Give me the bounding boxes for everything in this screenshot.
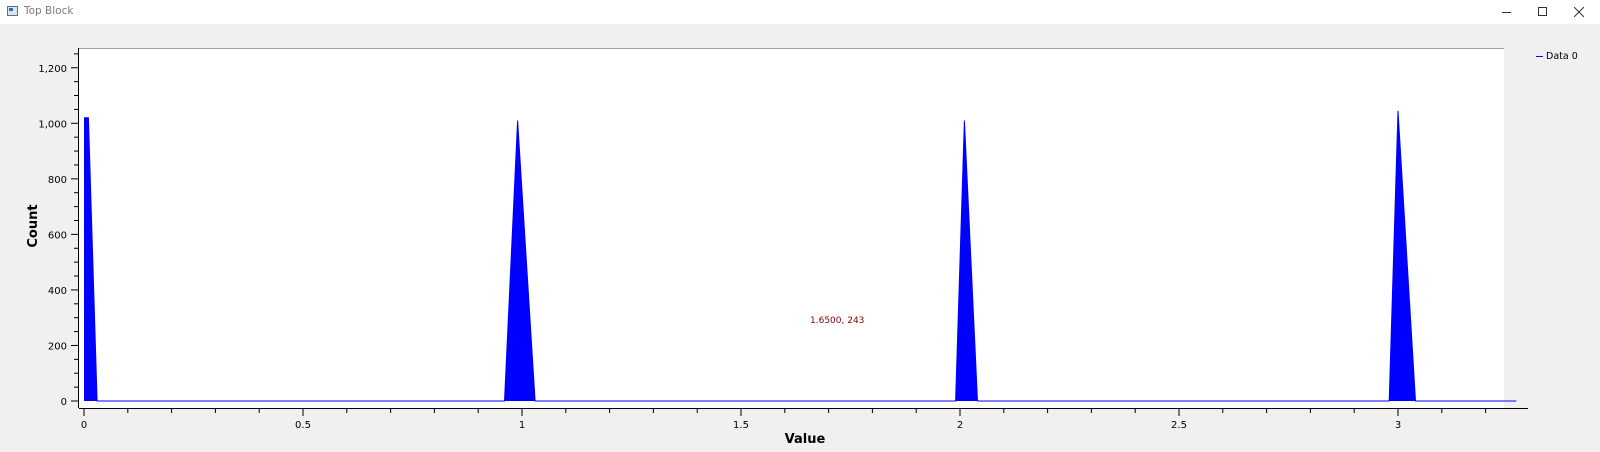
cursor-readout: 1.6500, 243 bbox=[810, 316, 865, 326]
y-tick-label: 800 bbox=[48, 175, 67, 186]
series-line-0 bbox=[84, 110, 1517, 402]
y-axis-label: Count bbox=[26, 204, 41, 247]
window-title: Top Block bbox=[24, 5, 74, 17]
x-tick-label: 0.5 bbox=[295, 420, 311, 431]
maximize-icon[interactable] bbox=[1520, 0, 1566, 24]
plot-area bbox=[79, 48, 1504, 408]
x-tick-label: 1 bbox=[519, 420, 525, 431]
y-tick-label: 200 bbox=[48, 341, 67, 352]
histogram-chart: 0 200 400 600 800 1,000 1,200 0 0.5 1 1.5 2 2.5 3 Val… bbox=[26, 48, 1528, 447]
y-tick-label: 400 bbox=[48, 286, 67, 297]
x-tick-label: 0 bbox=[81, 420, 87, 431]
x-tick-label: 1.5 bbox=[733, 420, 749, 431]
minimize-icon[interactable] bbox=[1484, 0, 1530, 24]
legend[interactable]: Data 0 bbox=[1536, 51, 1578, 62]
y-tick-label: 600 bbox=[48, 230, 67, 241]
y-tick-label: 1,200 bbox=[38, 64, 67, 75]
x-tick-label: 2.5 bbox=[1171, 420, 1187, 431]
close-icon[interactable] bbox=[1556, 0, 1600, 24]
series-layer bbox=[84, 110, 1517, 402]
y-tick-label: 1,000 bbox=[38, 119, 67, 130]
ticks-layer: 0 200 400 600 800 1,000 1,200 0 0.5 1 1.5 2 2.5 3 bbox=[38, 53, 1487, 431]
legend-label: Data 0 bbox=[1546, 51, 1578, 62]
x-axis-label: Value bbox=[785, 432, 826, 447]
y-tick-label: 0 bbox=[61, 397, 67, 408]
x-tick-label: 3 bbox=[1395, 420, 1401, 431]
legend-swatch bbox=[1536, 56, 1543, 57]
window-app-icon bbox=[7, 6, 18, 16]
title-bar: Top Block bbox=[0, 0, 1600, 24]
x-tick-label: 2 bbox=[957, 420, 963, 431]
